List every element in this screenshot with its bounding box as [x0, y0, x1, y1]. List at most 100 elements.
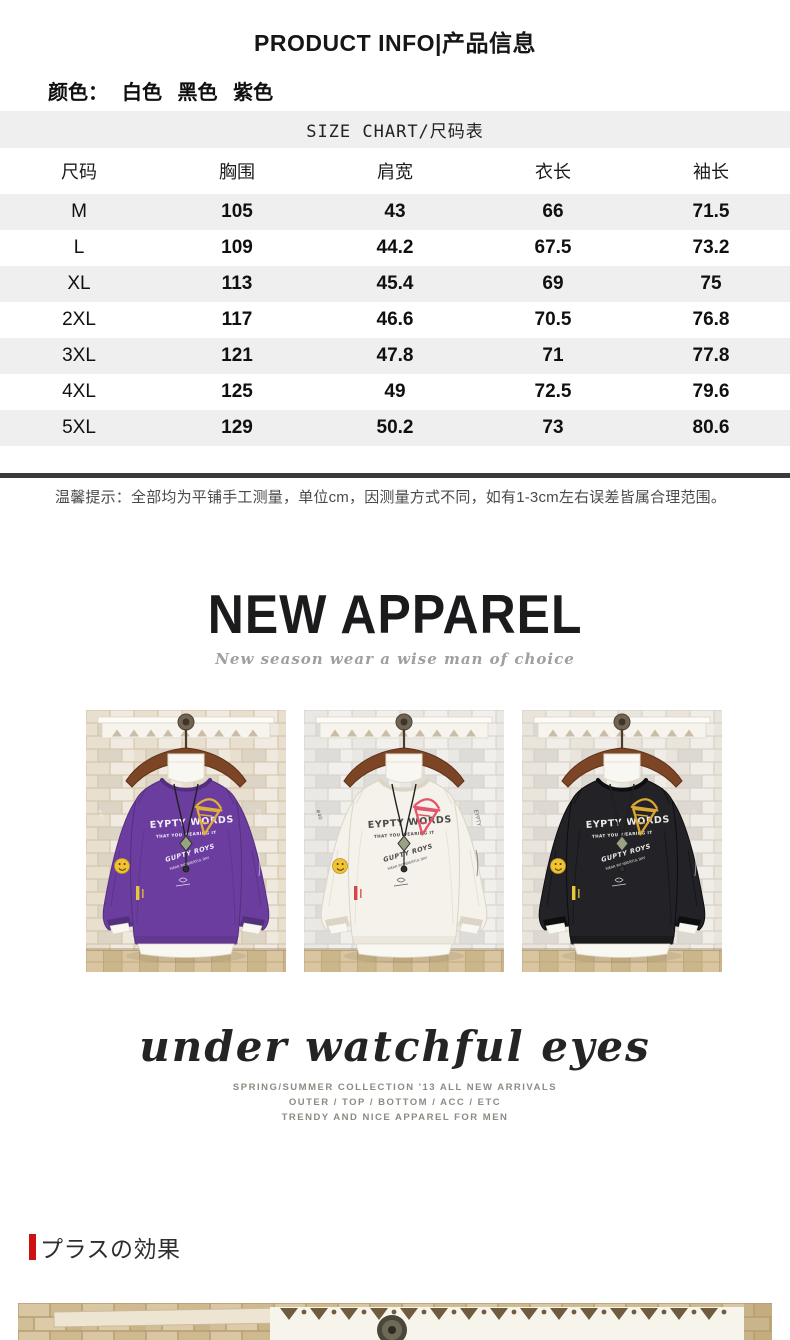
ice-cream-doodle: [412, 798, 441, 836]
size-cell: 113: [221, 273, 253, 294]
svg-text:THAT YOU WEARING IT: THAT YOU WEARING IT: [156, 830, 217, 839]
under-layer-hem: [573, 943, 671, 958]
size-cell: 79.6: [692, 381, 730, 402]
svg-text:THAT YOU WEARING IT: THAT YOU WEARING IT: [374, 830, 435, 839]
size-table-row: XL 113 45.4 69 75: [0, 266, 790, 302]
size-cell: 4XL: [62, 381, 96, 402]
size-table-body: M 105 43 66 71.5 L 109 44.2 67.5 73.2 XL 113 45.4 69 7…: [0, 194, 790, 446]
hanger-knob-icon: [613, 713, 631, 731]
size-cell: 73: [542, 417, 564, 438]
size-cell: 43: [384, 201, 406, 222]
svg-text:#40: #40: [532, 809, 541, 821]
size-cell: 77.8: [692, 345, 730, 366]
slogan-lines: SPRING/SUMMER COLLECTION '13 ALL NEW ARR…: [0, 1080, 790, 1125]
size-cell: 76.8: [692, 309, 730, 330]
size-cell: 80.6: [692, 417, 730, 438]
accent-bar: [29, 1234, 36, 1260]
size-table-row: L 109 44.2 67.5 73.2: [0, 230, 790, 266]
size-cell: M: [71, 201, 87, 222]
chest-print: EYPTY WORDS THAT YOU WEARING IT GUPTY RO…: [532, 798, 700, 900]
svg-text:THAT YOU WEARING IT: THAT YOU WEARING IT: [592, 830, 653, 839]
size-cell: 71: [542, 345, 564, 366]
purple-sweatshirt-illustration: EYPTY WORDS THAT YOU WEARING IT GUPTY RO…: [86, 710, 286, 972]
turtleneck-undershirt: [385, 753, 423, 783]
size-cell: 69: [542, 273, 564, 294]
slogan-line: OUTER / TOP / BOTTOM / ACC / ETC: [288, 1097, 502, 1108]
size-cell: 125: [221, 381, 253, 402]
size-column-header: 尺码: [61, 162, 97, 182]
size-cell: 45.4: [376, 273, 414, 294]
tag-print: [136, 886, 140, 900]
size-cell: 72.5: [534, 381, 572, 402]
size-table-row: 2XL 117 46.6 70.5 76.8: [0, 302, 790, 338]
under-layer-hem: [355, 943, 453, 958]
color-options-line: 颜色： 白色 黑色 紫色: [48, 76, 273, 105]
hanger-knob-icon: [395, 713, 413, 731]
product-photo-black: EYPTY WORDS THAT YOU WEARING IT GUPTY RO…: [522, 710, 722, 972]
product-gallery: EYPTY WORDS THAT YOU WEARING IT GUPTY RO…: [86, 710, 722, 972]
size-cell: 109: [221, 237, 253, 258]
size-cell: XL: [67, 273, 91, 294]
hanger-knob-icon: [177, 713, 195, 731]
svg-text:#40: #40: [96, 809, 105, 821]
size-cell: 73.2: [692, 237, 730, 258]
smiley-icon: [114, 858, 130, 874]
color-options-values: 白色 黑色 紫色: [122, 82, 274, 104]
white-sweatshirt-illustration: EYPTY WORDS THAT YOU WEARING IT GUPTY RO…: [304, 710, 504, 972]
turtleneck-undershirt: [167, 753, 205, 783]
apparel-banner: NEW APPAREL New season wear a wise man o…: [0, 585, 790, 668]
page-title: PRODUCT INFO|产品信息: [254, 30, 536, 56]
banner-subtitle: New season wear a wise man of choice: [215, 650, 575, 668]
size-cell: L: [73, 237, 85, 258]
slogan-script: under watchful eyes: [139, 1022, 651, 1071]
color-options-label: 颜色：: [48, 82, 108, 104]
size-cell: 2XL: [62, 309, 96, 330]
tag-print: [572, 886, 576, 900]
size-cell: 67.5: [534, 237, 572, 258]
size-cell: 46.6: [376, 309, 414, 330]
metal-rosette-knob: [377, 1315, 407, 1340]
size-cell: 49: [384, 381, 406, 402]
size-table-row: 4XL 125 49 72.5 79.6: [0, 374, 790, 410]
size-chart-title: SIZE CHART/尺码表: [0, 111, 790, 148]
under-layer-hem: [137, 943, 235, 958]
svg-text:EYPTY: EYPTY: [472, 809, 482, 827]
plus-effect-header: プラスの効果: [29, 1230, 181, 1264]
necklace: [391, 783, 417, 873]
ice-cream-doodle: [630, 798, 659, 836]
svg-text:EYPTY: EYPTY: [254, 809, 264, 827]
size-table-row: 5XL 129 50.2 73 80.6: [0, 410, 790, 446]
size-cell: 5XL: [62, 417, 96, 438]
banner-title: NEW APPAREL: [207, 585, 583, 646]
size-table: 尺码 胸围 肩宽 衣长 袖长 M 105 43 66 71.5 L 109 44.2 67.5 73.2 X…: [0, 148, 790, 446]
bottom-photo-cutoff: [18, 1303, 772, 1340]
size-table-header: 尺码 胸围 肩宽 衣长 袖长: [0, 148, 790, 194]
tile-strip: [86, 950, 286, 972]
size-cell: 70.5: [534, 309, 572, 330]
product-photo-white: EYPTY WORDS THAT YOU WEARING IT GUPTY RO…: [304, 710, 504, 972]
smiley-icon: [332, 858, 348, 874]
smiley-icon: [550, 858, 566, 874]
size-cell: 117: [221, 309, 253, 330]
size-cell: 121: [221, 345, 253, 366]
size-column-header: 肩宽: [377, 162, 413, 182]
size-cell: 75: [700, 273, 722, 294]
size-column-header: 胸围: [219, 162, 255, 182]
size-cell: 129: [221, 417, 253, 438]
ice-cream-doodle: [194, 798, 223, 836]
size-cell: 71.5: [692, 201, 730, 222]
size-cell: 47.8: [376, 345, 414, 366]
necklace: [609, 783, 635, 873]
tile-strip: [522, 950, 722, 972]
size-table-row: M 105 43 66 71.5: [0, 194, 790, 230]
size-column-header: 衣长: [535, 162, 571, 182]
slogan-line: TRENDY AND NICE APPAREL FOR MEN: [281, 1112, 509, 1123]
size-cell: 50.2: [376, 417, 414, 438]
size-cell: 105: [221, 201, 253, 222]
turtleneck-undershirt: [603, 753, 641, 783]
tag-print: [354, 886, 358, 900]
section-divider: [0, 473, 790, 478]
slogan-line: SPRING/SUMMER COLLECTION '13 ALL NEW ARR…: [232, 1082, 558, 1093]
section-title: プラスの効果: [40, 1236, 181, 1262]
